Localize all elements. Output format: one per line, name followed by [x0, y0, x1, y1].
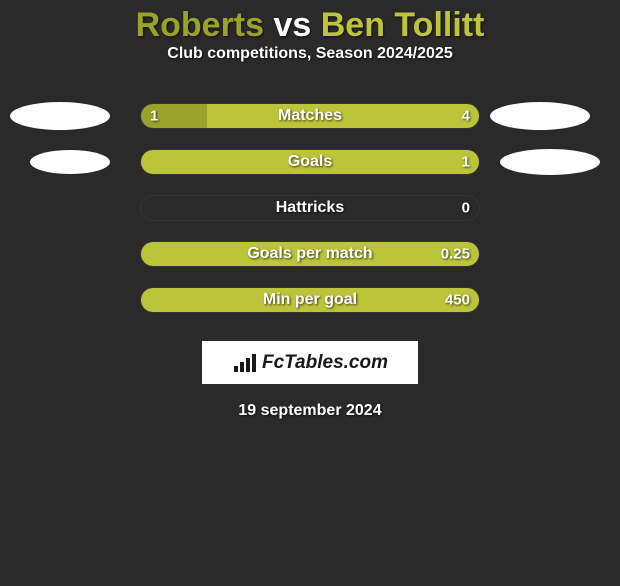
- value-player2: 0: [462, 200, 470, 217]
- vs-text: vs: [264, 6, 321, 44]
- bar-player2: [207, 104, 479, 128]
- stat-label: Hattricks: [141, 199, 479, 217]
- bar-track: Goals per match: [140, 241, 480, 267]
- comparison-chart: Matches14Goals1Hattricks0Goals per match…: [0, 93, 620, 323]
- stat-row: Goals1: [0, 139, 620, 185]
- logo-text: FcTables.com: [262, 352, 388, 374]
- player-avatar-placeholder: [490, 102, 590, 130]
- date-text: 19 september 2024: [0, 402, 620, 420]
- subtitle: Club competitions, Season 2024/2025: [0, 45, 620, 63]
- bar-track: Hattricks: [140, 195, 480, 221]
- player-avatar-placeholder: [30, 150, 110, 174]
- value-player2: 1: [462, 154, 470, 171]
- stat-row: Matches1 4: [0, 93, 620, 139]
- bar-track: Matches: [140, 103, 480, 129]
- player2-name: Ben Tollitt: [321, 6, 485, 44]
- stat-row: Goals per match0.25: [0, 231, 620, 277]
- player-avatar-placeholder: [500, 149, 600, 175]
- bar-track: Min per goal: [140, 287, 480, 313]
- comparison-title: Roberts vs Ben Tollitt: [0, 6, 620, 45]
- logo: FcTables.com: [232, 352, 388, 374]
- bar-track: Goals: [140, 149, 480, 175]
- value-player2: 450: [445, 292, 470, 309]
- value-player1: 1: [150, 108, 158, 125]
- stat-row: Min per goal450: [0, 277, 620, 323]
- value-player2: 4: [462, 108, 470, 125]
- value-player2: 0.25: [441, 246, 470, 263]
- player1-name: Roberts: [136, 6, 264, 44]
- bar-player2: [140, 150, 479, 174]
- logo-box: FcTables.com: [202, 341, 418, 384]
- player-avatar-placeholder: [10, 102, 110, 130]
- stat-row: Hattricks0: [0, 185, 620, 231]
- bar-player2: [140, 242, 479, 266]
- barchart-icon: [232, 352, 258, 374]
- bar-player2: [140, 288, 479, 312]
